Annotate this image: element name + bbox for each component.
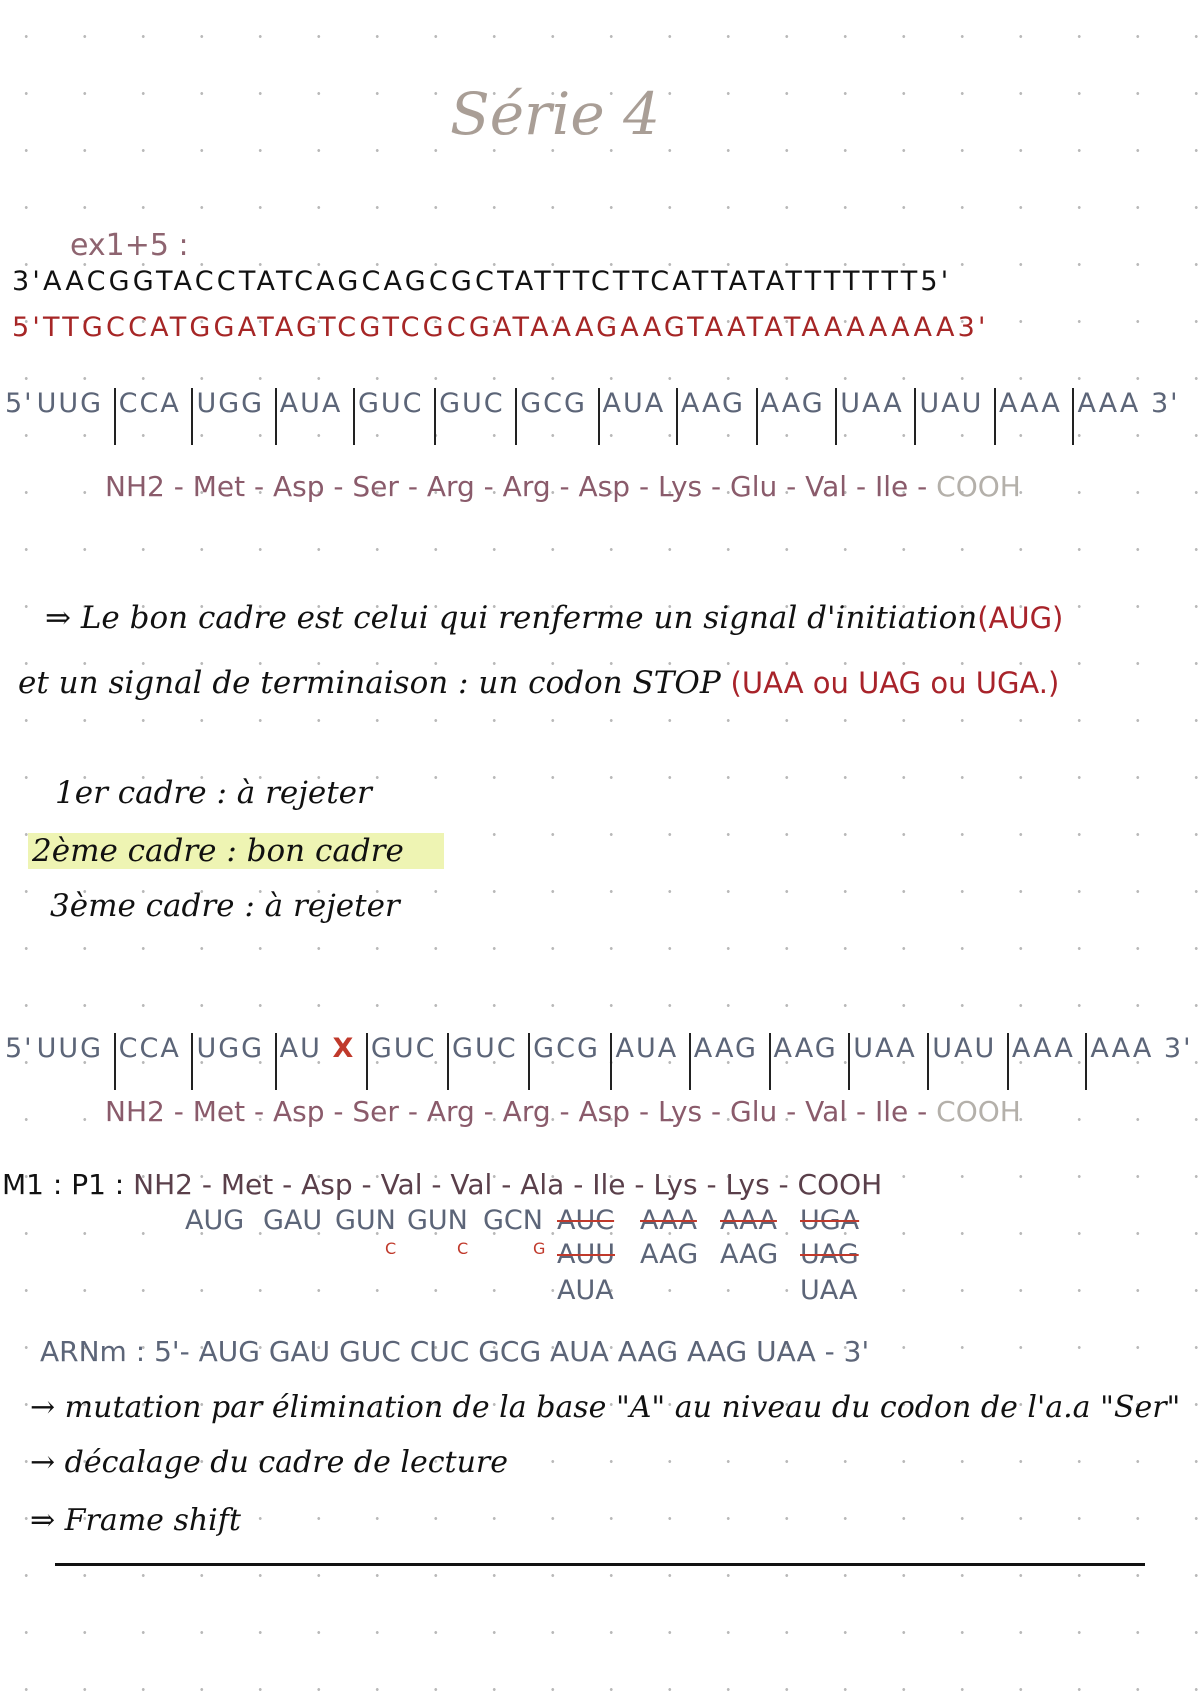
codon: AAG (768, 1033, 838, 1090)
note-mutation: → mutation par élimination de la base "A… (30, 1390, 1181, 1425)
codon: AAA (1006, 1033, 1075, 1090)
codon: UAA (848, 1033, 916, 1090)
conclusion-line-2: et un signal de terminaison : un codon S… (18, 665, 1059, 701)
codon-option: AUU (557, 1239, 615, 1270)
codon-option: UAG (800, 1239, 859, 1270)
codon-option: C (457, 1239, 469, 1258)
codon: UGG (191, 388, 264, 445)
peptide-text: NH2 - Met - Asp - Ser - Arg - Arg - Asp … (105, 470, 937, 503)
frame-1: 1er cadre : à rejeter (55, 775, 372, 811)
mrna-strand: 5' UUG CCA UGG AUA GUC GUC GCG AUA AAG AA… (5, 388, 1180, 445)
codon: AAA (993, 388, 1062, 445)
codon: AAG (755, 388, 825, 445)
initiation-codon: (AUG) (977, 601, 1064, 635)
codon-option: UGA (800, 1205, 860, 1236)
note-frame-shift: → décalage du cadre de lecture (30, 1445, 508, 1480)
codon: GUC (434, 388, 505, 445)
mrna-mutant-sequence: ARNm : 5'- AUG GAU GUC CUC GCG AUA AAG A… (40, 1335, 870, 1368)
peptide-text: NH2 - Met - Asp - Ser - Arg - Arg - Asp … (105, 1095, 937, 1128)
conclusion-line-1: ⇒ Le bon cadre est celui qui renferme un… (45, 600, 1063, 636)
codon: AAA (1072, 388, 1140, 445)
three-prime-label: 3' (1163, 1033, 1193, 1064)
frame-2-highlighted: 2ème cadre : bon cadre (28, 833, 444, 869)
conclusion-text: ⇒ Le bon cadre est celui qui renferme un… (45, 600, 978, 636)
peptide-end: COOH (936, 1095, 1021, 1128)
exercise-label: ex1+5 : (70, 228, 189, 263)
five-prime-label: 5' (5, 1033, 34, 1064)
codon-option: AAA (640, 1205, 697, 1236)
codon: AAA (1085, 1033, 1153, 1090)
page-title: Série 4 (450, 80, 660, 148)
codon: UAU (927, 1033, 996, 1090)
codon: AU (274, 1033, 322, 1090)
stop-codons: (UAA ou UAG ou UGA.) (730, 666, 1060, 700)
codon: CCA (113, 1033, 181, 1090)
conclusion-text: et un signal de terminaison : un codon S… (18, 665, 721, 701)
codon-option: C (385, 1239, 397, 1258)
codon: GUC (447, 1033, 518, 1090)
three-prime-label: 3' (1150, 388, 1180, 419)
peptide-end: COOH (936, 470, 1021, 503)
mrna-strand-mutated: 5' UUG CCA UGG AU X GUC GUC GCG AUA AAG A… (5, 1033, 1193, 1090)
peptide-sequence-2: NH2 - Met - Asp - Ser - Arg - Arg - Asp … (105, 1095, 1021, 1128)
codon-option: AUG (185, 1205, 245, 1236)
codon-option: AUC (557, 1205, 615, 1236)
codon: GCG (528, 1033, 600, 1090)
dna-coding-strand: 5'TTGCCATGGATAGTCGTCGCGATAAAGAAGTAATATAA… (12, 312, 989, 343)
codon-option: GCN (483, 1205, 543, 1236)
codon-option: AAG (640, 1239, 699, 1270)
codon-option: AAA (720, 1205, 777, 1236)
codon: UGG (191, 1033, 264, 1090)
codon-option: AUA (557, 1275, 614, 1306)
codon-option: AAG (720, 1239, 779, 1270)
codon-option: G (533, 1239, 546, 1258)
dna-template-strand: 3'AACGGTACCTATCAGCAGCGCTATTTCTTCATTATATT… (12, 266, 952, 297)
note-conclusion: ⇒ Frame shift (30, 1503, 241, 1538)
mutant-peptide: M1 : P1 : NH2 - Met - Asp - Val - Val - … (2, 1168, 882, 1201)
codon: UUG (36, 388, 104, 419)
divider (55, 1563, 1145, 1566)
codon-option: GAU (263, 1205, 323, 1236)
codon-option: GUN (335, 1205, 396, 1236)
mutant-text: NH2 - Met - Asp - Val - Val - Ala - Ile … (133, 1168, 883, 1201)
codon: AUA (610, 1033, 678, 1090)
codon: AAG (675, 388, 745, 445)
codon: UUG (36, 1033, 104, 1064)
codon: AAG (688, 1033, 758, 1090)
codon: UAA (835, 388, 903, 445)
codon: GUC (365, 1033, 437, 1090)
mutant-label: M1 : P1 : (2, 1168, 125, 1201)
five-prime-label: 5' (5, 388, 34, 419)
codon: CCA (113, 388, 181, 445)
codon: GUC (352, 388, 424, 445)
codon: AUA (597, 388, 666, 445)
peptide-sequence: NH2 - Met - Asp - Ser - Arg - Arg - Asp … (105, 470, 1021, 503)
deleted-base-mark: X (332, 1033, 356, 1064)
codon-option: GUN (407, 1205, 468, 1236)
codon: AUA (274, 388, 343, 445)
codon: GCG (515, 388, 587, 445)
codon: UAU (914, 388, 983, 445)
frame-3: 3ème cadre : à rejeter (50, 888, 400, 924)
codon-option: UAA (800, 1275, 858, 1306)
